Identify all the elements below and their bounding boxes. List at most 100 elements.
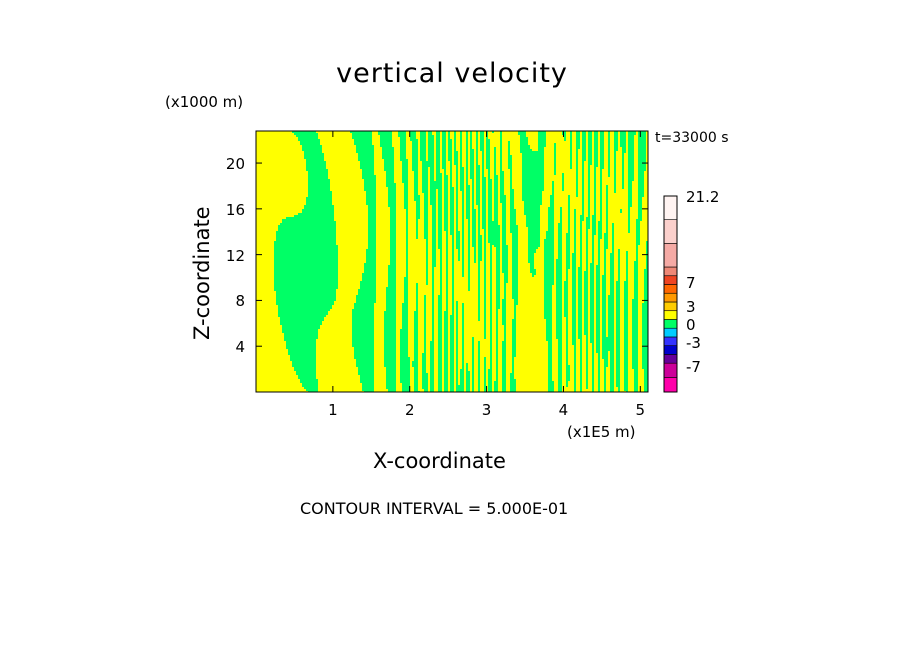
field-cell: [464, 227, 468, 229]
field-cell: [500, 151, 502, 153]
field-cell: [626, 255, 628, 257]
field-cell: [592, 137, 594, 139]
field-cell: [562, 223, 568, 225]
field-cell: [492, 193, 494, 195]
field-cell: [332, 203, 366, 205]
field-cell: [638, 249, 646, 251]
field-cell: [470, 187, 472, 189]
field-cell: [452, 267, 454, 269]
field-cell: [476, 163, 478, 165]
field-cell: [422, 171, 428, 173]
field-cell: [580, 253, 582, 255]
field-cell: [582, 135, 586, 137]
field-cell: [586, 147, 588, 149]
field-cell: [478, 285, 480, 287]
field-cell: [562, 231, 568, 233]
field-cell: [558, 229, 562, 231]
field-cell: [582, 267, 586, 269]
field-cell: [376, 189, 388, 191]
field-cell: [416, 235, 418, 237]
field-cell: [480, 271, 484, 273]
field-cell: [502, 215, 506, 217]
field-cell: [390, 217, 396, 219]
field-cell: [418, 191, 422, 193]
field-cell: [502, 147, 508, 149]
field-cell: [500, 225, 502, 227]
field-cell: [502, 257, 508, 259]
field-cell: [462, 205, 464, 207]
field-cell: [574, 215, 576, 217]
field-cell: [466, 185, 470, 187]
field-cell: [568, 279, 572, 281]
field-cell: [528, 259, 534, 261]
field-cell: [454, 143, 456, 145]
field-cell: [598, 151, 600, 153]
field-cell: [436, 163, 440, 165]
field-cell: [362, 277, 376, 279]
field-cell: [566, 273, 568, 275]
field-cell: [506, 195, 510, 197]
field-cell: [448, 255, 452, 257]
field-cell: [454, 277, 468, 279]
field-cell: [492, 209, 494, 211]
field-cell: [468, 151, 470, 153]
field-cell: [420, 137, 426, 139]
field-cell: [480, 167, 482, 169]
field-cell: [502, 269, 508, 271]
field-cell: [476, 251, 478, 253]
field-cell: [644, 185, 648, 187]
field-cell: [566, 265, 570, 267]
field-cell: [456, 179, 458, 181]
field-cell: [488, 239, 500, 241]
field-cell: [444, 187, 448, 189]
field-cell: [528, 257, 534, 259]
field-cell: [492, 271, 496, 273]
field-cell: [476, 179, 480, 181]
field-cell: [600, 247, 604, 249]
field-cell: [492, 197, 494, 199]
field-cell: [562, 281, 564, 283]
field-cell: [626, 253, 628, 255]
field-cell: [642, 207, 648, 209]
field-cell: [436, 133, 440, 135]
field-cell: [622, 159, 624, 161]
field-cell: [396, 203, 404, 205]
field-cell: [420, 143, 426, 145]
field-cell: [368, 233, 376, 235]
field-cell: [620, 269, 626, 271]
field-cell: [454, 221, 456, 223]
field-cell: [624, 167, 628, 169]
field-cell: [626, 259, 628, 261]
field-cell: [492, 261, 496, 263]
field-cell: [472, 137, 476, 139]
field-cell: [428, 225, 432, 227]
field-cell: [470, 253, 474, 255]
field-cell: [602, 207, 606, 209]
field-cell: [394, 157, 400, 159]
field-cell: [256, 189, 308, 191]
field-cell: [602, 229, 606, 231]
field-cell: [554, 195, 568, 197]
field-cell: [416, 207, 420, 209]
field-cell: [472, 231, 476, 233]
field-cell: [486, 195, 488, 197]
field-cell: [544, 157, 554, 159]
field-cell: [496, 255, 500, 257]
field-cell: [450, 203, 454, 205]
field-cell: [470, 185, 472, 187]
field-cell: [470, 227, 472, 229]
field-cell: [404, 191, 408, 193]
field-cell: [558, 247, 562, 249]
field-cell: [604, 139, 608, 141]
field-cell: [450, 131, 454, 133]
field-cell: [332, 191, 366, 193]
field-cell: [576, 249, 580, 251]
field-cell: [478, 259, 482, 261]
field-cell: [602, 169, 608, 171]
field-cell: [490, 171, 494, 173]
field-cell: [482, 169, 484, 171]
field-cell: [390, 229, 396, 231]
field-cell: [568, 273, 572, 275]
field-cell: [428, 235, 432, 237]
field-cell: [598, 223, 602, 225]
